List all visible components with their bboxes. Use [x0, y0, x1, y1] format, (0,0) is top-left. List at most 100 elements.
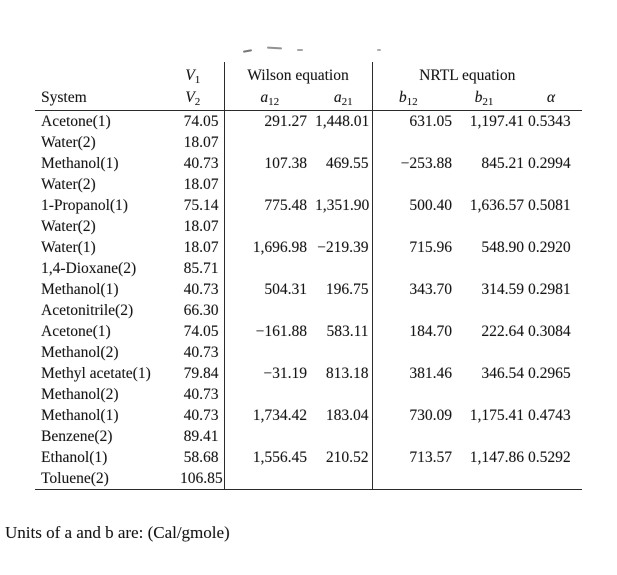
a12-value: 775.48 [264, 197, 307, 214]
table-row: Water(1) 1,4-Dioxane(2) 18.07 85.71 1,69… [35, 237, 582, 279]
wilson-a12-cell: 504.31 [223, 279, 315, 321]
v1-value: 40.73 [183, 281, 219, 298]
parameters-table: V1 Wilson equation NRTL equation System … [35, 62, 582, 490]
header-v2: V2 [180, 86, 224, 111]
component-2-label: Water(2) [41, 218, 96, 235]
v1-value: 58.68 [183, 449, 219, 466]
v2-value: 66.30 [183, 302, 219, 319]
wilson-a12-cell: 1,556.45 [223, 447, 315, 490]
b12-value: 184.70 [409, 323, 452, 340]
wilson-a12-cell: −161.88 [223, 321, 315, 363]
b12-symbol: b [398, 89, 407, 106]
wilson-a12-cell: 107.38 [223, 153, 315, 195]
v1-value: 74.05 [183, 323, 219, 340]
component-1-label: Methanol(1) [41, 407, 119, 424]
component-2-label: Methanol(2) [41, 344, 119, 361]
scan-artifact [377, 49, 381, 51]
component-1-label: Acetone(1) [41, 323, 111, 340]
component-1-label: Water(1) [41, 239, 96, 256]
nrtl-alpha-cell: 0.2994 [528, 153, 582, 195]
b12-value: 343.70 [409, 281, 452, 298]
b21-subscript: 21 [482, 96, 494, 108]
component-2-label: 1,4-Dioxane(2) [41, 260, 137, 277]
nrtl-alpha-cell: 0.2965 [528, 363, 582, 405]
v2-value: 106.85 [180, 470, 223, 487]
nrtl-b21-cell: 1,175.41 [460, 405, 528, 447]
table-row: Methyl acetate(1) Methanol(2) 79.84 40.7… [35, 363, 582, 405]
wilson-a21-cell: −219.39 [315, 237, 372, 279]
header-a21: a21 [315, 86, 372, 111]
header-b21: b21 [460, 86, 528, 111]
v2-value: 18.07 [183, 134, 219, 151]
nrtl-alpha-cell: 0.5292 [528, 447, 582, 490]
b12-value: 631.05 [409, 113, 452, 130]
v2-value: 89.41 [183, 428, 219, 445]
units-note: Units of a and b are: (Cal/gmole) [5, 523, 230, 542]
b21-value: 1,175.41 [469, 407, 524, 424]
a21-value: 469.55 [325, 155, 369, 172]
alpha-value: 0.2920 [528, 239, 571, 256]
component-1-label: Methanol(1) [41, 281, 119, 298]
nrtl-b12-cell: 500.40 [371, 195, 460, 237]
molar-volume-cell: 74.05 18.07 [180, 111, 224, 154]
table-row: Methanol(1) Water(2) 40.73 18.07 107.38 … [35, 153, 582, 195]
b12-value: 730.09 [409, 407, 452, 424]
table-row: Acetone(1) Methanol(2) 74.05 40.73 −161.… [35, 321, 582, 363]
component-1-label: Acetone(1) [41, 113, 111, 130]
header-nrtl-equation: NRTL equation [371, 62, 582, 86]
component-1-label: Methyl acetate(1) [41, 365, 151, 382]
v1-value: 79.84 [183, 365, 219, 382]
b12-value: 713.57 [409, 449, 452, 466]
nrtl-alpha-cell: 0.3084 [528, 321, 582, 363]
nrtl-b12-cell: 713.57 [371, 447, 460, 490]
molar-volume-cell: 18.07 85.71 [180, 237, 224, 279]
b12-value: 381.46 [409, 365, 452, 382]
v2-symbol: V [185, 89, 195, 106]
component-2-label: Toluene(2) [41, 470, 109, 487]
component-2-label: Water(2) [41, 176, 96, 193]
wilson-a21-cell: 1,448.01 [315, 111, 372, 154]
nrtl-b12-cell: 730.09 [371, 405, 460, 447]
component-2-label: Methanol(2) [41, 386, 119, 403]
system-cell: Water(1) 1,4-Dioxane(2) [35, 237, 180, 279]
header-v1: V1 [180, 62, 224, 86]
table-row: Methanol(1) Benzene(2) 40.73 89.41 1,734… [35, 405, 582, 447]
nrtl-b21-cell: 1,147.86 [460, 447, 528, 490]
nrtl-b12-cell: 381.46 [371, 363, 460, 405]
table-row: Ethanol(1) Toluene(2) 58.68 106.85 1,556… [35, 447, 582, 490]
header-spacer [35, 62, 180, 86]
wilson-a21-cell: 196.75 [315, 279, 372, 321]
v2-subscript: 2 [194, 96, 201, 108]
molar-volume-cell: 74.05 40.73 [180, 321, 224, 363]
header-row-top: V1 Wilson equation NRTL equation [35, 62, 582, 86]
v1-value: 75.14 [183, 197, 219, 214]
nrtl-alpha-cell: 0.2920 [528, 237, 582, 279]
v1-value: 74.05 [183, 113, 219, 130]
a12-value: −161.88 [255, 323, 307, 340]
b12-value: 715.96 [409, 239, 452, 256]
table-header: V1 Wilson equation NRTL equation System … [35, 62, 582, 111]
a12-value: 107.38 [264, 155, 307, 172]
a12-value: 1,556.45 [252, 449, 307, 466]
alpha-value: 0.5343 [528, 113, 571, 130]
b21-value: 1,197.41 [469, 113, 524, 130]
b21-value: 1,636.57 [469, 197, 524, 214]
nrtl-b21-cell: 845.21 [460, 153, 528, 195]
nrtl-b12-cell: 184.70 [371, 321, 460, 363]
alpha-value: 0.5292 [528, 449, 571, 466]
wilson-a21-cell: 469.55 [315, 153, 372, 195]
wilson-a12-cell: 1,696.98 [223, 237, 315, 279]
wilson-a21-cell: 813.18 [315, 363, 372, 405]
a21-value: 210.52 [325, 449, 369, 466]
system-cell: Ethanol(1) Toluene(2) [35, 447, 180, 490]
alpha-value: 0.2994 [528, 155, 571, 172]
b21-value: 845.21 [481, 155, 524, 172]
wilson-a21-cell: 583.11 [315, 321, 372, 363]
b21-value: 548.90 [481, 239, 524, 256]
v2-value: 85.71 [183, 260, 219, 277]
alpha-value: 0.2965 [528, 365, 571, 382]
a21-symbol: a [333, 89, 342, 106]
table-row: Methanol(1) Acetonitrile(2) 40.73 66.30 … [35, 279, 582, 321]
b21-value: 1,147.86 [469, 449, 524, 466]
